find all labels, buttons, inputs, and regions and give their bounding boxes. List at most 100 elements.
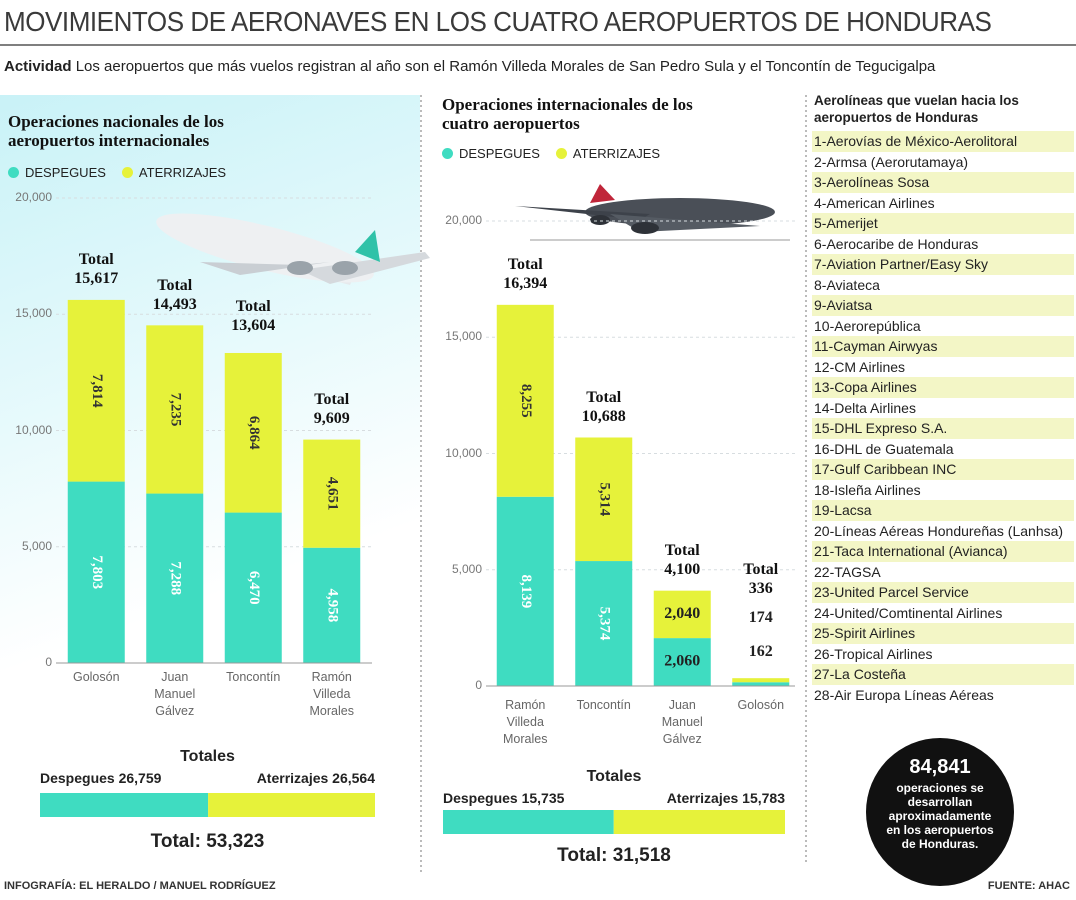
bar-segment (146, 493, 204, 663)
airline-item: 15-DHL Expreso S.A. (812, 418, 1074, 439)
y-tick-label: 20,000 (445, 213, 482, 227)
total-value: 13,604 (231, 316, 276, 334)
total-value: 14,493 (152, 296, 197, 314)
y-tick-label: 15,000 (15, 306, 52, 321)
plane-illustration (515, 184, 790, 241)
total-label: Total 16,394 (485, 255, 565, 293)
value-label: 4,651 (324, 477, 340, 511)
airline-item: 14-Delta Airlines (814, 399, 916, 416)
airline-item: 21-Taca International (Avianca) (812, 541, 1074, 562)
subtitle-lead: Actividad (4, 58, 72, 75)
chart-title: Operaciones internacionales de los cuatr… (442, 95, 693, 133)
airline-item: 27-La Costeña (812, 664, 1074, 685)
summary-total: Total: 53,323 (40, 831, 375, 853)
legend: DESPEGUES ATERRIZAJES (442, 146, 660, 161)
legend-label: ATERRIZAJES (138, 165, 227, 180)
summary-value: 26,564 (332, 770, 375, 786)
page-title: MOVIMIENTOS DE AERONAVES EN LOS CUATRO A… (4, 6, 992, 37)
bar-segment (653, 590, 711, 639)
airline-item: 2-Armsa (Aerorutamaya) (814, 153, 969, 170)
airline-item: 3-Aerolíneas Sosa (812, 172, 1074, 193)
total-caption: Total (586, 388, 622, 406)
summary-name: Aterrizajes (666, 790, 739, 806)
airline-item: 8-Aviateca (814, 276, 880, 293)
legend-label: DESPEGUES (459, 146, 540, 161)
summary-total-value: 31,518 (612, 845, 671, 866)
y-tick-label: 10,000 (15, 422, 52, 437)
bar-segment (224, 352, 282, 513)
y-tick-label: 5,000 (451, 561, 482, 576)
summary-name: Despegues (40, 770, 115, 786)
total-caption: Total (235, 297, 271, 315)
bar-segment (575, 437, 633, 562)
summary-name: Despegues (443, 790, 518, 806)
total-caption: Total (743, 561, 779, 579)
total-value: 336 (748, 580, 773, 598)
badge-number: 84,841 (909, 756, 971, 778)
airline-item: 23-United Parcel Service (812, 582, 1074, 603)
bar-segment (224, 512, 282, 663)
legend: DESPEGUES ATERRIZAJES (8, 165, 226, 180)
bar-segment (146, 325, 204, 494)
airline-item: 1-Aerovías de México-Aerolitoral (812, 131, 1074, 152)
value-label: 5,374 (596, 607, 612, 641)
x-tick-label: Golosón (72, 670, 120, 684)
legend-swatch (121, 167, 133, 178)
bar-segment (732, 682, 790, 686)
legend-swatch (8, 167, 19, 178)
value-label: 8,139 (518, 575, 534, 609)
airline-item: 17-Gulf Caribbean INC (812, 459, 1074, 480)
x-tick-label: Toncontín (226, 670, 281, 684)
legend-label: ATERRIZAJES (572, 146, 661, 161)
airline-item: 10-Aerorepública (814, 317, 921, 334)
bar-segment (732, 678, 790, 683)
plane-illustration (156, 213, 430, 285)
airline-item: 18-Isleña Airlines (814, 481, 921, 498)
legend-item: ATERRIZAJES (555, 146, 661, 161)
bar-segment (496, 496, 554, 686)
airline-item: 22-TAGSA (814, 563, 881, 580)
airline-item: 13-Copa Airlines (812, 377, 1074, 398)
summary-total-caption: Total: (150, 831, 201, 852)
value-label: 6,470 (246, 571, 262, 605)
credit: INFOGRAFÍA: EL HERALDO / MANUEL RODRÍGUE… (4, 880, 276, 892)
summary-name: Aterrizajes (256, 770, 329, 786)
airline-item: 25-Spirit Airlines (812, 623, 1074, 644)
y-tick-label: 0 (45, 655, 52, 669)
legend-label: DESPEGUES (25, 165, 106, 180)
total-label: Total 9,609 (292, 390, 372, 428)
total-caption: Total (157, 277, 193, 295)
airline-item: 5-Amerijet (812, 213, 1074, 234)
summary-bar (443, 810, 614, 834)
legend-item: DESPEGUES (8, 165, 106, 180)
airline-item: 19-Lacsa (812, 500, 1074, 521)
airlines-title: Aerolíneas que vuelan hacia los aeropuer… (814, 93, 1019, 125)
bar-segment (496, 304, 554, 497)
y-tick-label: 15,000 (445, 329, 482, 344)
x-tick-label: Juan Manuel Gálvez (154, 670, 196, 718)
total-caption: Total (507, 255, 543, 273)
airline-item: 12-CM Airlines (814, 358, 906, 375)
value-label: 162 (749, 643, 773, 660)
total-caption: Total (314, 390, 350, 408)
value-label: 5,314 (596, 482, 612, 516)
x-tick-label: Juan Manuel Gálvez (661, 698, 703, 746)
summary-title: Totales (586, 768, 642, 785)
bar-segment (653, 638, 711, 686)
total-label: Total 14,493 (135, 276, 215, 314)
legend-swatch (555, 148, 567, 159)
value-label: 7,814 (89, 374, 105, 408)
y-tick-label: 5,000 (21, 538, 52, 553)
airline-item: 11-Cayman Airwyas (812, 336, 1074, 357)
airline-item: 28-Air Europa Líneas Aéreas (814, 686, 994, 703)
total-caption: Total (78, 250, 114, 268)
bar-segment (575, 561, 633, 686)
value-label: 7,803 (89, 555, 105, 589)
airline-item: 6-Aerocaribe de Honduras (814, 235, 979, 252)
y-tick-label: 20,000 (15, 190, 52, 204)
legend-swatch (442, 148, 453, 159)
x-tick-label: Golosón (737, 698, 785, 712)
value-label: 8,255 (518, 384, 534, 418)
